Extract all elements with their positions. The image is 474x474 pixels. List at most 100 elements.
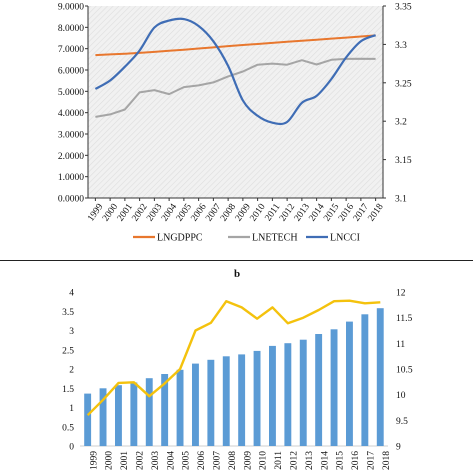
bar-2015	[330, 329, 338, 446]
bar-2005	[176, 369, 184, 446]
left-tick-label: 0.5	[62, 423, 74, 433]
x-tick-label: 2015	[322, 202, 341, 224]
left-tick-label: 4.0000	[58, 109, 84, 119]
x-tick-label: 2004	[166, 451, 176, 470]
legend-label-lnetech: LNETECH	[252, 233, 298, 244]
left-tick-label: 1.5	[62, 385, 74, 395]
x-tick-label: 2018	[367, 202, 386, 224]
panel-divider	[0, 260, 473, 261]
chart-a-legend: LNGDPPC LNETECH LNCCI	[133, 233, 360, 244]
bar-2010	[253, 350, 261, 446]
series-line-lncci	[94, 17, 377, 126]
x-tick-label: 2007	[204, 202, 223, 224]
left-tick-label: 1.0000	[58, 173, 84, 183]
x-tick-label: 2007	[212, 451, 222, 470]
x-tick-label: 2012	[278, 202, 297, 224]
x-tick-label: 2000	[105, 451, 115, 470]
legend-label-lngdppc: LNGDPPC	[157, 233, 203, 244]
x-tick-label: 2012	[289, 451, 299, 470]
bar-2006	[192, 363, 199, 446]
bar-2014	[315, 334, 323, 446]
x-tick-label: 2009	[234, 202, 253, 224]
right-tick-label: 10	[396, 391, 406, 401]
x-tick-label: 2004	[160, 202, 179, 224]
x-tick-label: 2003	[151, 451, 161, 470]
left-tick-label: 6.0000	[58, 67, 84, 77]
chart-b-bars	[84, 308, 384, 447]
x-tick-label: 2009	[243, 451, 253, 470]
left-tick-label: 8.0000	[58, 24, 84, 34]
left-tick-label: 3	[69, 327, 74, 337]
x-tick-label: 2013	[305, 451, 315, 470]
legend-label-lncci: LNCCI	[330, 233, 360, 244]
bar-2000	[99, 388, 107, 447]
series-line-lngdppc	[95, 34, 376, 57]
x-tick-label: 2005	[175, 202, 194, 224]
x-tick-label: 2013	[293, 202, 312, 224]
chart-a-series	[94, 17, 377, 126]
x-tick-label: 2018	[382, 451, 392, 470]
bar-2009	[238, 354, 246, 446]
series-line	[86, 299, 381, 417]
bar-2008	[222, 356, 230, 446]
bar-2004	[161, 374, 169, 446]
left-tick-label: 2.0000	[58, 152, 84, 162]
chart-a-axes: 0.0000 1.0000 2.0000 3.0000 4.0000 5.0000 6.00…	[58, 3, 412, 224]
bar-2007	[207, 359, 215, 446]
bar-2018	[376, 308, 384, 446]
x-tick-label: 2014	[308, 202, 327, 224]
x-tick-label: 2006	[197, 451, 207, 470]
left-tick-label: 2.5	[62, 346, 74, 356]
bar-2011	[269, 345, 276, 446]
bar-2002	[130, 382, 138, 446]
right-tick-label: 3.35	[395, 3, 412, 13]
left-tick-label: 7.0000	[58, 45, 84, 55]
bar-2012	[284, 343, 292, 446]
right-tick-label: 9.5	[396, 417, 408, 427]
x-tick-label: 2008	[219, 202, 238, 224]
left-tick-label: 0.0000	[58, 195, 84, 205]
x-tick-label: 2006	[190, 202, 209, 224]
left-tick-label: 4	[69, 289, 74, 299]
x-tick-label: 1999	[89, 451, 99, 470]
right-tick-label: 11	[396, 340, 405, 350]
left-tick-label: 2	[69, 366, 74, 376]
x-tick-label: 2014	[320, 451, 330, 470]
panel-label-b: b	[234, 268, 240, 280]
bar-2003	[145, 378, 153, 446]
right-tick-label: 3.1	[395, 195, 407, 205]
right-tick-label: 3.2	[395, 118, 407, 128]
left-tick-label: 3.0000	[58, 131, 84, 141]
x-tick-label: 2017	[366, 451, 376, 470]
x-tick-label: 2001	[116, 202, 135, 224]
bar-2013	[299, 339, 307, 446]
x-tick-label: 2017	[352, 202, 371, 224]
left-tick-label: 1	[69, 404, 74, 414]
right-tick-label: 3.3	[395, 41, 407, 51]
x-tick-label: 2016	[337, 202, 356, 224]
x-tick-label: 2005	[182, 451, 192, 470]
x-tick-label: 2010	[249, 202, 268, 224]
right-tick-label: 9	[396, 443, 401, 453]
x-tick-label: 2000	[101, 202, 120, 224]
x-tick-label: 2015	[336, 451, 346, 470]
chart-b: b 00.511.522.533.5499.51010.51111.512199…	[62, 268, 413, 471]
bar-1999	[84, 393, 92, 446]
series-line-lnetech	[95, 57, 376, 118]
right-tick-label: 10.5	[396, 366, 413, 376]
bar-2017	[361, 314, 369, 446]
chart-a: 0.0000 1.0000 2.0000 3.0000 4.0000 5.0000 6.00…	[58, 3, 412, 244]
right-tick-label: 3.15	[395, 156, 412, 166]
x-tick-label: 2011	[274, 451, 284, 470]
chart-b-line	[86, 299, 381, 417]
left-tick-label: 0	[69, 443, 74, 453]
x-tick-label: 1999	[86, 202, 105, 224]
left-tick-label: 9.0000	[58, 3, 84, 13]
left-tick-label: 5.0000	[58, 88, 84, 98]
x-tick-label: 2016	[351, 451, 361, 470]
x-tick-label: 2002	[131, 202, 150, 224]
x-tick-label: 2008	[228, 451, 238, 470]
right-tick-label: 11.5	[396, 314, 413, 324]
x-tick-label: 2002	[135, 451, 145, 470]
